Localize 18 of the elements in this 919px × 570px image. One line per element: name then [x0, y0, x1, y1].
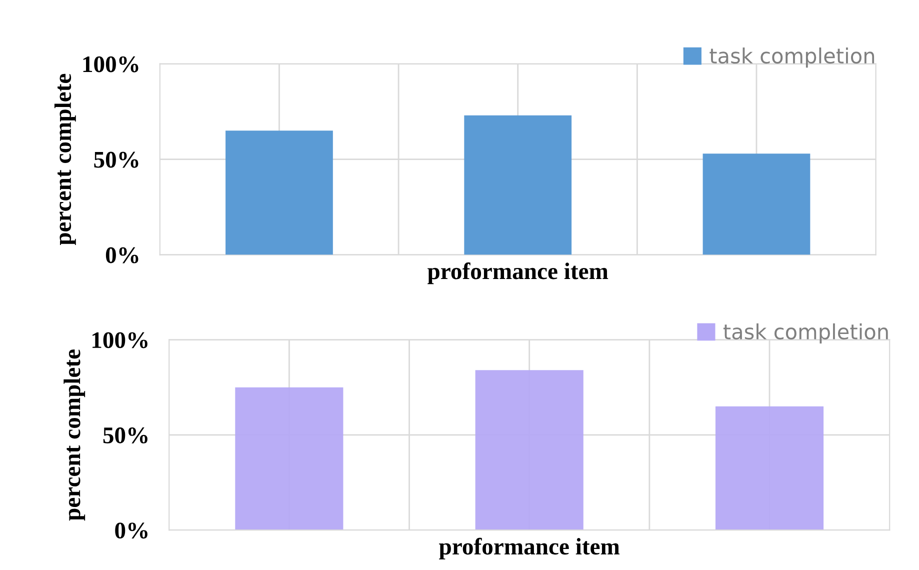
legend-label: task completion — [723, 323, 888, 344]
y-tick-label: 0% — [106, 247, 138, 264]
x-axis-title: proformance item — [428, 262, 608, 284]
y-tick-label: 50% — [103, 427, 148, 444]
y-axis-title: percent complete — [54, 74, 76, 246]
bar — [464, 115, 572, 255]
bar — [475, 370, 584, 530]
bar — [226, 130, 333, 255]
legend-label: task completion — [710, 47, 874, 68]
y-tick-label: 0% — [115, 522, 148, 539]
y-tick-label: 100% — [92, 332, 148, 348]
y-axis-title: percent complete — [64, 350, 86, 521]
bar — [702, 154, 810, 255]
x-axis-title: proformance item — [439, 538, 620, 560]
y-tick-label: 50% — [94, 152, 138, 168]
bar — [235, 387, 344, 530]
bar — [715, 406, 824, 530]
y-tick-label: 100% — [83, 56, 138, 72]
